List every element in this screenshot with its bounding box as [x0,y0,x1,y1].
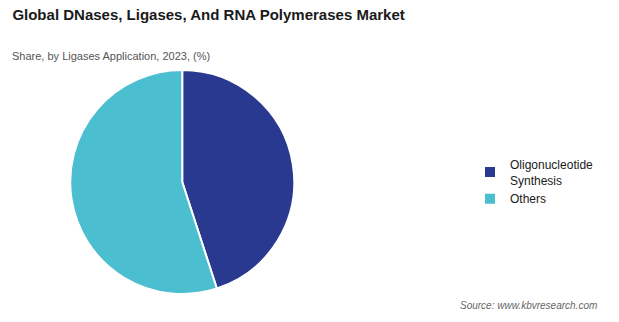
svg-text:Others: Others [510,192,546,206]
svg-text:Source: www.kbvresearch.com: Source: www.kbvresearch.com [460,300,597,311]
svg-text:OligonucleotideSynthesis: OligonucleotideSynthesis [510,158,593,188]
svg-text:Global DNases, Ligases, And RN: Global DNases, Ligases, And RNA Polymera… [12,6,404,23]
svg-text:Share, by Ligases Application,: Share, by Ligases Application, 2023, (%) [12,50,210,62]
